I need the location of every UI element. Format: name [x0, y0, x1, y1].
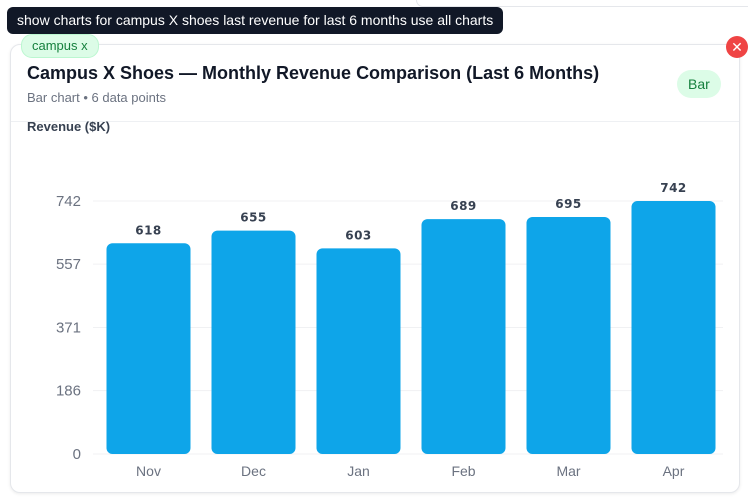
bar-chart: 0 186 371 557 742 618 Nov 655 Dec 603 Jan 689 Feb 695… [56, 181, 723, 479]
y-tick-label: 742 [56, 193, 81, 210]
y-tick-label: 371 [56, 320, 81, 337]
x-tick-label: Feb [451, 463, 475, 479]
chart-type-badge[interactable]: Bar [677, 70, 721, 98]
bar [211, 230, 296, 454]
y-tick-label: 557 [56, 256, 81, 273]
background-panel-edge [416, 0, 748, 7]
y-tick-label: 186 [56, 383, 81, 400]
x-tick-label: Apr [663, 463, 685, 479]
user-prompt-tooltip: show charts for campus X shoes last reve… [7, 7, 504, 34]
x-tick-label: Mar [556, 463, 580, 479]
data-label: 603 [345, 228, 372, 242]
card-header: Campus X Shoes — Monthly Revenue Compari… [11, 45, 739, 122]
data-label: 618 [135, 223, 162, 237]
y-tick-label: 0 [73, 446, 81, 463]
x-tick-label: Nov [136, 463, 161, 479]
bar [421, 219, 506, 454]
query-tag: campus x [21, 34, 99, 58]
card-title: Campus X Shoes — Monthly Revenue Compari… [27, 63, 600, 83]
bar [316, 248, 401, 454]
data-label: 655 [240, 211, 267, 225]
x-tick-label: Jan [347, 463, 370, 479]
data-label: 695 [555, 197, 582, 211]
bar [106, 243, 191, 454]
data-label: 742 [660, 181, 687, 195]
card-subtitle: Bar chart • 6 data points [27, 90, 166, 105]
bar [526, 217, 611, 454]
data-label: 689 [450, 199, 477, 213]
x-tick-label: Dec [241, 463, 266, 479]
close-icon[interactable]: ✕ [726, 36, 748, 58]
y-axis-title: Revenue ($K) [27, 119, 111, 134]
bar [631, 201, 716, 454]
chart-card: Campus X Shoes — Monthly Revenue Compari… [10, 44, 740, 493]
